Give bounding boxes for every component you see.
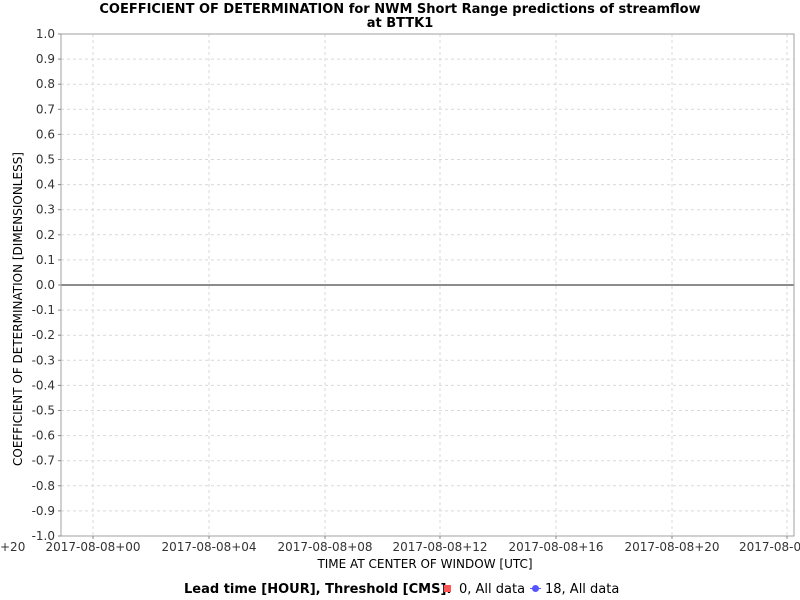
y-tick-label: -0.9 (32, 504, 55, 518)
y-tick-label: -1.0 (32, 529, 55, 543)
x-tick-label: 2017-08-08+20 (624, 540, 719, 554)
y-axis-ticks: 1.0 0.9 0.8 0.7 0.6 0.5 0.4 0.3 0.2 0.1 0.0 -0.1 -0.… (32, 27, 61, 543)
y-tick-label: -0.8 (32, 479, 55, 493)
y-tick-label: 1.0 (36, 27, 55, 41)
legend-marker-series-0 (444, 585, 451, 592)
y-tick-label: 0.2 (36, 228, 55, 242)
x-tick-label: 2017-08-08+04 (161, 540, 256, 554)
chart-title: COEFFICIENT OF DETERMINATION for NWM Sho… (99, 2, 700, 17)
y-tick-label: -0.4 (32, 378, 55, 392)
y-tick-label: -0.7 (32, 454, 55, 468)
y-tick-label: 0.3 (36, 203, 55, 217)
y-tick-label: 0.4 (36, 178, 55, 192)
x-tick-label: 2017-08-08+00 (45, 540, 140, 554)
x-axis-ticks: +20 2017-08-08+00 2017-08-08+04 2017-08-08+… (0, 536, 800, 554)
y-tick-label: 0.8 (36, 77, 55, 91)
x-tick-label: 2017-08-08+16 (508, 540, 603, 554)
x-tick-label: +20 (0, 540, 25, 554)
y-tick-label: 0.1 (36, 253, 55, 267)
y-axis-label: COEFFICIENT OF DETERMINATION [DIMENSIONL… (11, 152, 25, 466)
legend: Lead time [HOUR], Threshold [CMS]: 0, Al… (184, 582, 619, 597)
y-tick-label: 0.6 (36, 127, 55, 141)
legend-label-series-1: 18, All data (545, 582, 619, 597)
y-tick-label: 0.7 (36, 102, 55, 116)
y-tick-label: 0.9 (36, 52, 55, 66)
y-tick-label: -0.1 (32, 303, 55, 317)
x-tick-label: 2017-08-08+08 (277, 540, 372, 554)
y-tick-label: -0.2 (32, 328, 55, 342)
legend-marker-series-1 (532, 585, 539, 592)
y-tick-label: -0.3 (32, 353, 55, 367)
legend-title: Lead time [HOUR], Threshold [CMS]: (184, 582, 452, 597)
x-tick-label: 2017-08-0 (739, 540, 800, 554)
y-tick-label: -0.5 (32, 404, 55, 418)
chart-subtitle: at BTTK1 (367, 16, 434, 31)
y-tick-label: 0.5 (36, 153, 55, 167)
x-tick-label: 2017-08-08+12 (392, 540, 487, 554)
x-axis-label: TIME AT CENTER OF WINDOW [UTC] (316, 557, 532, 571)
legend-label-series-0: 0, All data (459, 582, 525, 597)
y-tick-label: -0.6 (32, 429, 55, 443)
y-tick-label: 0.0 (36, 278, 55, 292)
